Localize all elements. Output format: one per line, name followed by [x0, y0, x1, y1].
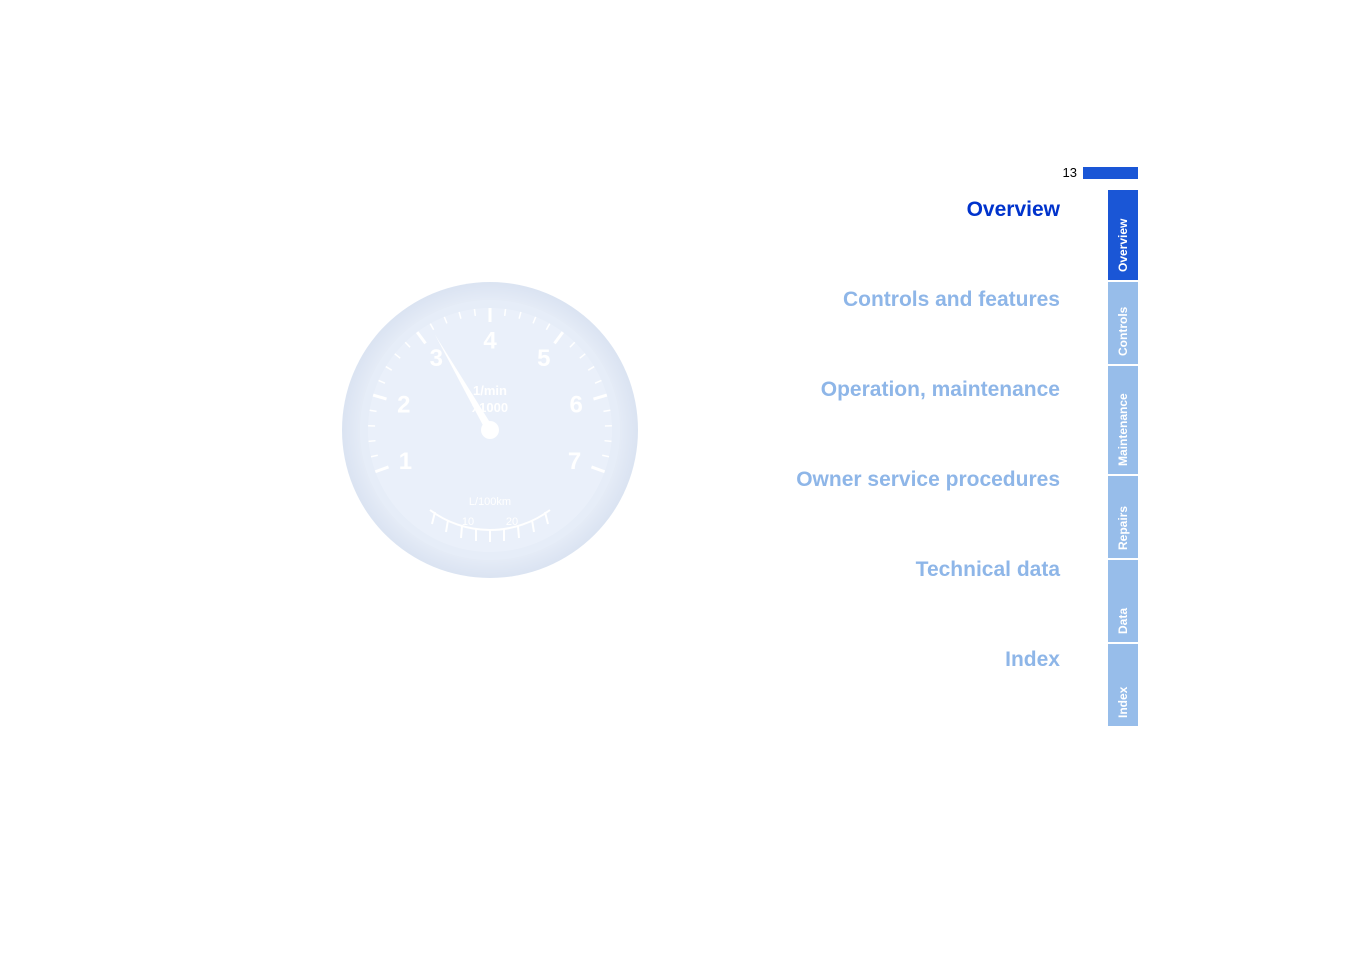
gauge-unit-top: 1/min	[473, 383, 507, 398]
tab-controls[interactable]: Controls	[1108, 282, 1138, 364]
tab-index[interactable]: Index	[1108, 644, 1138, 726]
tab-repairs[interactable]: Repairs	[1108, 476, 1138, 558]
svg-text:6: 6	[570, 392, 583, 419]
svg-text:5: 5	[537, 345, 550, 372]
svg-text:4: 4	[483, 327, 497, 354]
page-marker	[1083, 167, 1138, 179]
tab-label: Maintenance	[1116, 393, 1130, 466]
gauge-econ-20: 20	[506, 516, 518, 528]
tab-overview[interactable]: Overview	[1108, 190, 1138, 280]
svg-text:1: 1	[399, 448, 412, 475]
heading-index[interactable]: Index	[0, 648, 1060, 672]
tab-strip: Overview Controls Maintenance Repairs Da…	[1108, 190, 1138, 726]
tab-label: Controls	[1116, 307, 1130, 356]
tachometer-image: 1234567 1/min x1000 L/100km 10 20	[340, 280, 640, 580]
page-number-area: 13	[1063, 165, 1138, 180]
gauge-econ-10: 10	[462, 516, 474, 528]
heading-overview[interactable]: Overview	[0, 198, 1060, 222]
tab-label: Index	[1116, 687, 1130, 718]
gauge-econ-label: L/100km	[469, 496, 511, 508]
svg-text:7: 7	[568, 448, 581, 475]
page-number: 13	[1063, 165, 1077, 180]
tab-maintenance[interactable]: Maintenance	[1108, 366, 1138, 474]
svg-text:3: 3	[430, 345, 443, 372]
tab-label: Repairs	[1116, 506, 1130, 550]
tab-label: Data	[1116, 608, 1130, 634]
tab-label: Overview	[1116, 219, 1130, 272]
svg-text:2: 2	[397, 392, 410, 419]
tab-data[interactable]: Data	[1108, 560, 1138, 642]
